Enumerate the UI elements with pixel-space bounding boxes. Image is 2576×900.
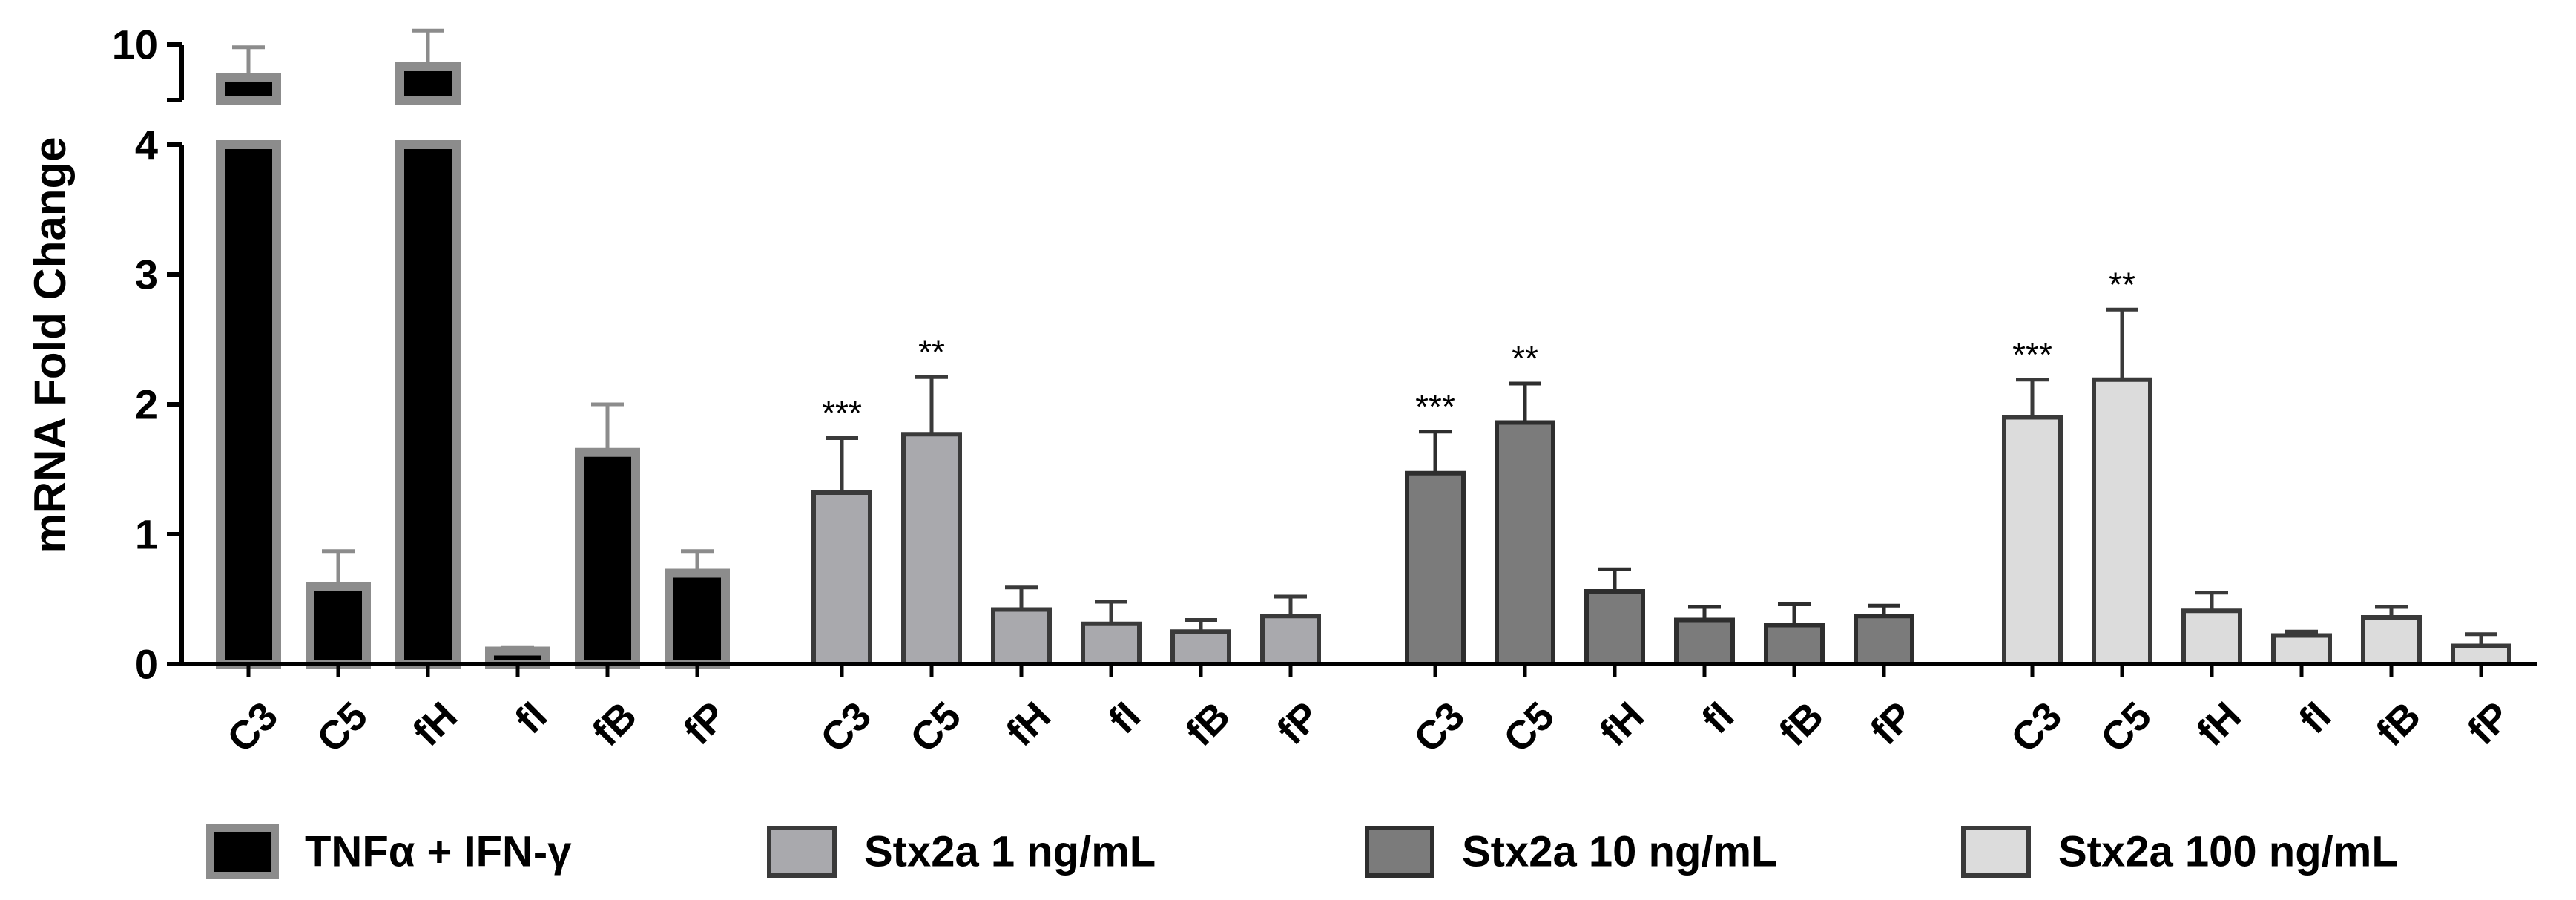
y-axis-title: mRNA Fold Change	[25, 137, 75, 553]
x-tick-label-fb: fB	[584, 694, 645, 755]
significance-marker: **	[2109, 265, 2135, 303]
legend-swatch	[1365, 826, 1434, 878]
y-tick-label: 4	[135, 122, 158, 168]
x-tick-label-c5: C5	[2092, 694, 2160, 761]
x-tick-label-fp: fP	[676, 694, 736, 754]
x-tick-label-fb: fB	[1177, 694, 1239, 755]
legend-swatch	[767, 826, 837, 878]
x-tick-label-fh: fH	[998, 694, 1059, 755]
bar-stx2a-100-ng-ml-fp	[2451, 643, 2511, 666]
x-tick-label-fi: fI	[1100, 694, 1149, 743]
bar-stx2a-1-ng-ml-c3	[811, 490, 872, 666]
x-tick-label-fi: fI	[507, 694, 556, 743]
significance-marker: ***	[822, 394, 862, 433]
bar-stx2a-100-ng-ml-c3	[2002, 415, 2063, 666]
bar-stx2a-10-ng-ml-c5	[1495, 420, 1555, 666]
x-tick-label-fp: fP	[1862, 694, 1923, 754]
bar-upper-fh	[395, 62, 461, 105]
x-tick-label-fh: fH	[404, 694, 466, 755]
legend-label: Stx2a 10 ng/mL	[1462, 828, 1777, 876]
x-tick-label-c5: C5	[902, 694, 969, 761]
x-tick-label-c3: C3	[2003, 694, 2070, 761]
bar-lower-fh	[395, 140, 461, 669]
y-tick-label: 1	[135, 511, 158, 558]
x-tick-label-fb: fB	[1770, 694, 1832, 755]
x-tick-label-fi: fI	[1693, 694, 1742, 743]
significance-marker: ***	[2012, 335, 2052, 374]
y-tick-label: 2	[135, 381, 158, 428]
legend-label: TNFα + IFN-γ	[305, 828, 572, 876]
y-tick-label: 10	[112, 22, 158, 68]
y-tick-label: 0	[135, 641, 158, 688]
bar-stx2a-10-ng-ml-c3	[1405, 470, 1466, 666]
significance-marker: **	[1512, 339, 1538, 378]
bar-stx2a-10-ng-ml-fp	[1854, 614, 1914, 666]
bar-stx2a-1-ng-ml-c5	[901, 432, 962, 666]
x-tick-label-fi: fI	[2290, 694, 2339, 743]
x-tick-label-c5: C5	[309, 694, 376, 761]
bar-stx2a-1-ng-ml-fi	[1081, 621, 1142, 666]
bar-stx2a-10-ng-ml-fi	[1674, 617, 1735, 666]
bar-lower-c3	[216, 140, 281, 669]
legend-swatch	[1961, 826, 2031, 878]
bar-stx2a-1-ng-ml-fb	[1170, 629, 1231, 666]
bar-stx2a-100-ng-ml-fh	[2181, 608, 2242, 666]
x-tick-label-fh: fH	[2188, 694, 2250, 755]
x-tick-label-fp: fP	[2460, 694, 2520, 754]
bar-upper-c3	[216, 73, 281, 105]
x-tick-label-c3: C3	[1406, 694, 1473, 761]
y-tick-label: 3	[135, 252, 158, 298]
bar-tnf-ifn--fb	[575, 447, 640, 669]
bar-stx2a-10-ng-ml-fb	[1764, 623, 1825, 666]
significance-marker: ***	[1415, 387, 1455, 426]
legend-label: Stx2a 1 ng/mL	[864, 828, 1156, 876]
bar-stx2a-100-ng-ml-c5	[2092, 377, 2152, 666]
bar-stx2a-100-ng-ml-fi	[2271, 633, 2332, 666]
bar-stx2a-1-ng-ml-fh	[991, 607, 1052, 666]
x-tick-label-fp: fP	[1269, 694, 1329, 754]
significance-marker: **	[918, 332, 945, 371]
bar-tnf-ifn--fp	[665, 568, 730, 669]
x-tick-label-c5: C5	[1495, 694, 1563, 761]
x-tick-label-c3: C3	[219, 694, 286, 761]
bar-stx2a-10-ng-ml-fh	[1584, 589, 1645, 666]
bar-tnf-ifn--c5	[306, 582, 371, 669]
bar-stx2a-1-ng-ml-fp	[1260, 614, 1321, 666]
legend-label: Stx2a 100 ng/mL	[2058, 828, 2398, 876]
legend-swatch	[206, 824, 279, 879]
bar-stx2a-100-ng-ml-fb	[2361, 615, 2422, 666]
x-tick-label-c3: C3	[812, 694, 880, 761]
x-tick-label-fb: fB	[2368, 694, 2429, 755]
x-tick-label-fh: fH	[1591, 694, 1653, 755]
